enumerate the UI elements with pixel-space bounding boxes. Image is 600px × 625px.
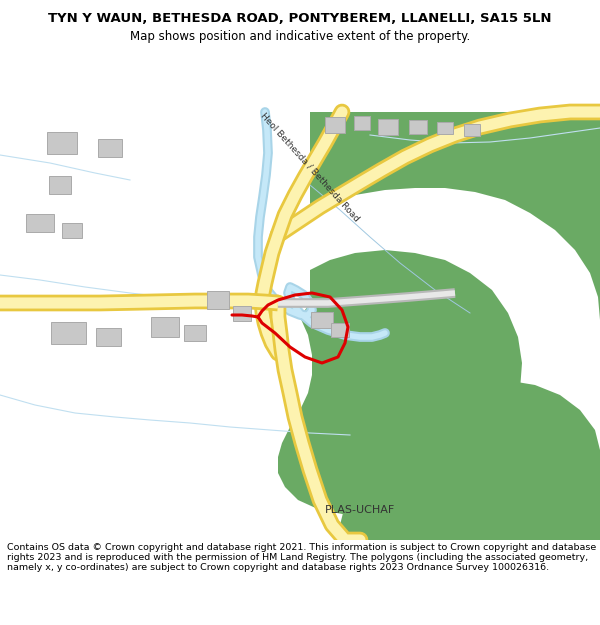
Bar [95,328,121,346]
Bar [378,119,398,135]
Bar [98,139,122,157]
Bar [184,325,206,341]
Bar [311,312,333,328]
Bar [62,222,82,238]
Bar [409,120,427,134]
Bar [151,317,179,337]
Text: Heol Bethesda / Bethesda Road: Heol Bethesda / Bethesda Road [259,111,361,223]
Bar [49,176,71,194]
Bar [437,122,453,134]
Bar [47,132,77,154]
Text: TYN Y WAUN, BETHESDA ROAD, PONTYBEREM, LLANELLI, SA15 5LN: TYN Y WAUN, BETHESDA ROAD, PONTYBEREM, L… [48,12,552,25]
Polygon shape [278,250,522,515]
Polygon shape [310,112,600,320]
Bar [26,214,54,232]
Bar [207,291,229,309]
Text: PLAS-UCHAF: PLAS-UCHAF [325,505,395,515]
Polygon shape [340,380,600,540]
Bar [325,117,345,133]
Bar [354,116,370,130]
Text: Map shows position and indicative extent of the property.: Map shows position and indicative extent… [130,30,470,43]
Text: Contains OS data © Crown copyright and database right 2021. This information is : Contains OS data © Crown copyright and d… [7,542,596,572]
Bar [50,322,86,344]
Bar [233,306,251,321]
Bar [331,323,349,337]
Bar [464,124,480,136]
